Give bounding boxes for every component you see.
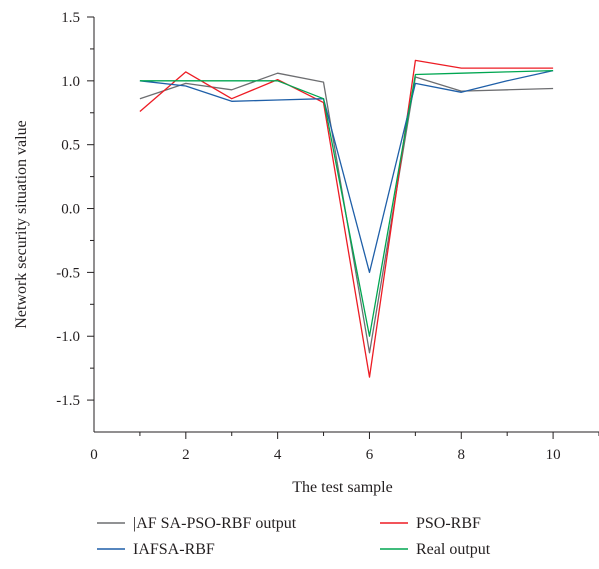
x-tick-label: 0 bbox=[90, 447, 98, 463]
x-axis-title: The test sample bbox=[292, 479, 392, 496]
series-layer bbox=[139, 59, 554, 378]
x-tick-label: 6 bbox=[366, 447, 374, 463]
y-tick-label: 0.5 bbox=[61, 138, 80, 154]
y-axis-title: Network security situation value bbox=[13, 120, 30, 328]
series-line-2 bbox=[139, 59, 554, 378]
x-tick-label: 2 bbox=[182, 447, 190, 463]
series-line-4 bbox=[139, 69, 554, 337]
series-line-3 bbox=[139, 69, 554, 274]
y-tick-label: 1.5 bbox=[61, 10, 80, 26]
axes-layer bbox=[93, 17, 599, 433]
y-tick-label: -0.5 bbox=[56, 265, 80, 281]
legend-label: IAFSA-RBF bbox=[133, 541, 215, 558]
series-line-1 bbox=[139, 72, 554, 354]
y-tick-label: 0.0 bbox=[61, 202, 80, 218]
x-tick-label: 10 bbox=[546, 447, 561, 463]
y-tick-label: 1.0 bbox=[61, 74, 80, 90]
legend-label: |AF SA-PSO-RBF output bbox=[133, 515, 297, 532]
x-tick-label: 8 bbox=[458, 447, 466, 463]
x-tick-label: 4 bbox=[274, 447, 282, 463]
y-tick-label: -1.5 bbox=[56, 393, 80, 409]
legend-label: Real output bbox=[416, 541, 491, 558]
y-tick-label: -1.0 bbox=[56, 329, 80, 345]
legend: |AF SA-PSO-RBF output PSO-RBF IAFSA-RBF Rea… bbox=[97, 515, 491, 558]
legend-label: PSO-RBF bbox=[416, 515, 481, 532]
ticks-layer: 0 2 4 6 8 10 1.5 1.0 0.5 0.0 -0.5 -1.0 -1.5 bbox=[56, 10, 599, 463]
